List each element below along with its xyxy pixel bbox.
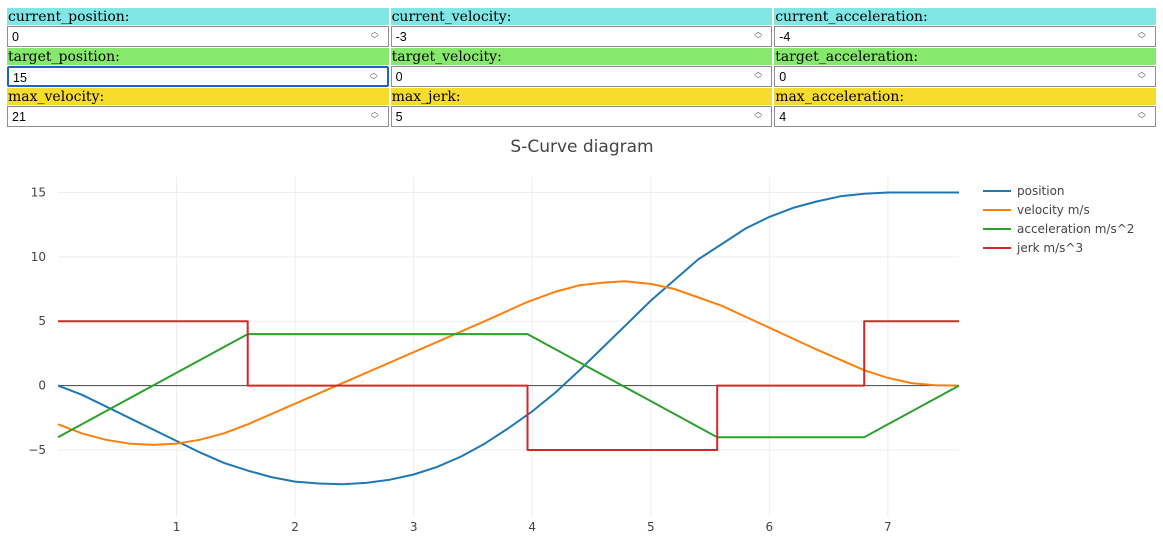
spin-down-icon[interactable]: ﹀ — [754, 115, 763, 124]
target-position-cell: target_position: ︿﹀ — [6, 48, 390, 88]
spinner[interactable]: ︿ ﹀ — [368, 108, 382, 125]
current-velocity-cell: current_velocity: ︿﹀ — [390, 8, 774, 48]
current-position-box: ︿﹀ — [7, 26, 389, 47]
x-tick-label: 5 — [647, 520, 655, 534]
y-tick-label: 10 — [31, 250, 46, 264]
spinner[interactable]: ︿ ﹀ — [367, 69, 381, 86]
legend-label: acceleration m/s^2 — [1017, 222, 1134, 236]
spinner[interactable]: ︿ ﹀ — [1135, 108, 1149, 125]
current-acceleration-label: current_acceleration: — [774, 8, 1156, 25]
current-acceleration-cell: current_acceleration: ︿﹀ — [773, 8, 1157, 48]
max-jerk-box: ︿﹀ — [390, 106, 773, 127]
x-tick-label: 2 — [291, 520, 299, 534]
max-velocity-input[interactable] — [8, 107, 352, 126]
series-line — [57, 333, 960, 439]
legend-label: velocity m/s — [1017, 203, 1090, 217]
y-tick-label: 5 — [38, 314, 46, 328]
current-row: current_position: ︿﹀ current_velocity: ︿… — [6, 8, 1157, 48]
target-row: target_position: ︿﹀ target_velocity: ︿﹀ … — [6, 48, 1157, 88]
y-tick-label: 0 — [38, 379, 46, 393]
max-acceleration-label: max_acceleration: — [774, 88, 1156, 105]
x-tick-label: 4 — [528, 520, 536, 534]
spinner[interactable]: ︿ ﹀ — [751, 68, 765, 85]
max-acceleration-cell: max_acceleration: ︿﹀ — [773, 88, 1157, 128]
current-acceleration-box: ︿﹀ — [774, 26, 1156, 47]
y-tick-label: 15 — [31, 185, 46, 199]
target-velocity-cell: target_velocity: ︿﹀ — [390, 48, 774, 88]
current-position-input[interactable] — [8, 27, 352, 46]
max-acceleration-box: ︿﹀ — [774, 106, 1156, 127]
spin-up-icon[interactable]: ︿ — [754, 107, 763, 116]
current-velocity-box: ︿﹀ — [390, 26, 773, 47]
current-acceleration-input[interactable] — [775, 27, 1120, 46]
target-acceleration-input[interactable] — [775, 67, 1120, 86]
spin-up-icon[interactable]: ︿ — [369, 68, 378, 77]
target-velocity-label: target_velocity: — [390, 48, 773, 65]
max-velocity-box: ︿﹀ — [7, 106, 389, 127]
current-position-cell: current_position: ︿﹀ — [6, 8, 390, 48]
spin-down-icon[interactable]: ﹀ — [1137, 115, 1146, 124]
spin-up-icon[interactable]: ︿ — [754, 67, 763, 76]
spin-up-icon[interactable]: ︿ — [1137, 67, 1146, 76]
target-position-label: target_position: — [7, 48, 389, 65]
spin-down-icon[interactable]: ﹀ — [1137, 75, 1146, 84]
current-velocity-input[interactable] — [391, 27, 736, 46]
spinner[interactable]: ︿ ﹀ — [751, 108, 765, 125]
spin-down-icon[interactable]: ﹀ — [754, 35, 763, 44]
max-velocity-label: max_velocity: — [7, 88, 389, 105]
series-line — [57, 280, 960, 446]
s-curve-chart: S-Curve diagram 1 2 3 4 5 6 7 −5 0 5 10 15 position… — [0, 132, 1163, 557]
y-tick-label: −5 — [28, 443, 46, 457]
x-tick-label: 7 — [884, 520, 892, 534]
legend-label: jerk m/s^3 — [1016, 241, 1083, 255]
max-jerk-cell: max_jerk: ︿﹀ — [390, 88, 774, 128]
series-lines — [57, 191, 960, 486]
spin-up-icon[interactable]: ︿ — [1137, 27, 1146, 36]
spinner[interactable]: ︿ ﹀ — [751, 28, 765, 45]
current-velocity-label: current_velocity: — [390, 8, 773, 25]
max-row: max_velocity: ︿﹀ max_jerk: ︿﹀ max_accele… — [6, 88, 1157, 128]
spin-up-icon[interactable]: ︿ — [370, 27, 379, 36]
target-acceleration-cell: target_acceleration: ︿﹀ — [773, 48, 1157, 88]
parameter-form: current_position: ︿﹀ current_velocity: ︿… — [6, 8, 1157, 128]
target-acceleration-label: target_acceleration: — [774, 48, 1156, 65]
spinner[interactable]: ︿ ﹀ — [1135, 28, 1149, 45]
x-tick-label: 1 — [173, 520, 181, 534]
chart-svg: S-Curve diagram 1 2 3 4 5 6 7 −5 0 5 10 15 position… — [28, 137, 1134, 534]
target-velocity-input[interactable] — [391, 67, 736, 86]
max-jerk-label: max_jerk: — [390, 88, 773, 105]
grid — [58, 177, 959, 517]
spin-up-icon[interactable]: ︿ — [370, 107, 379, 116]
axes: 1 2 3 4 5 6 7 −5 0 5 10 15 — [28, 185, 891, 534]
spin-down-icon[interactable]: ﹀ — [370, 115, 379, 124]
legend-label: position — [1017, 184, 1065, 198]
max-jerk-input[interactable] — [391, 107, 736, 126]
target-velocity-box: ︿﹀ — [390, 66, 773, 87]
spin-down-icon[interactable]: ﹀ — [754, 75, 763, 84]
x-tick-label: 3 — [410, 520, 418, 534]
current-position-label: current_position: — [7, 8, 389, 25]
x-tick-label: 6 — [765, 520, 773, 534]
spin-down-icon[interactable]: ﹀ — [1137, 35, 1146, 44]
spinner[interactable]: ︿ ﹀ — [1135, 68, 1149, 85]
legend[interactable]: position velocity m/s acceleration m/s^2 je… — [983, 184, 1134, 255]
series-line — [57, 191, 959, 486]
spin-up-icon[interactable]: ︿ — [1137, 107, 1146, 116]
chart-title: S-Curve diagram — [510, 137, 653, 157]
spin-up-icon[interactable]: ︿ — [754, 27, 763, 36]
max-acceleration-input[interactable] — [775, 107, 1120, 126]
spin-down-icon[interactable]: ﹀ — [369, 76, 378, 85]
target-position-input[interactable] — [9, 68, 353, 87]
spinner[interactable]: ︿ ﹀ — [368, 28, 382, 45]
target-position-box: ︿﹀ — [7, 66, 389, 87]
spin-down-icon[interactable]: ﹀ — [370, 35, 379, 44]
max-velocity-cell: max_velocity: ︿﹀ — [6, 88, 390, 128]
target-acceleration-box: ︿﹀ — [774, 66, 1156, 87]
series-line — [58, 320, 959, 451]
